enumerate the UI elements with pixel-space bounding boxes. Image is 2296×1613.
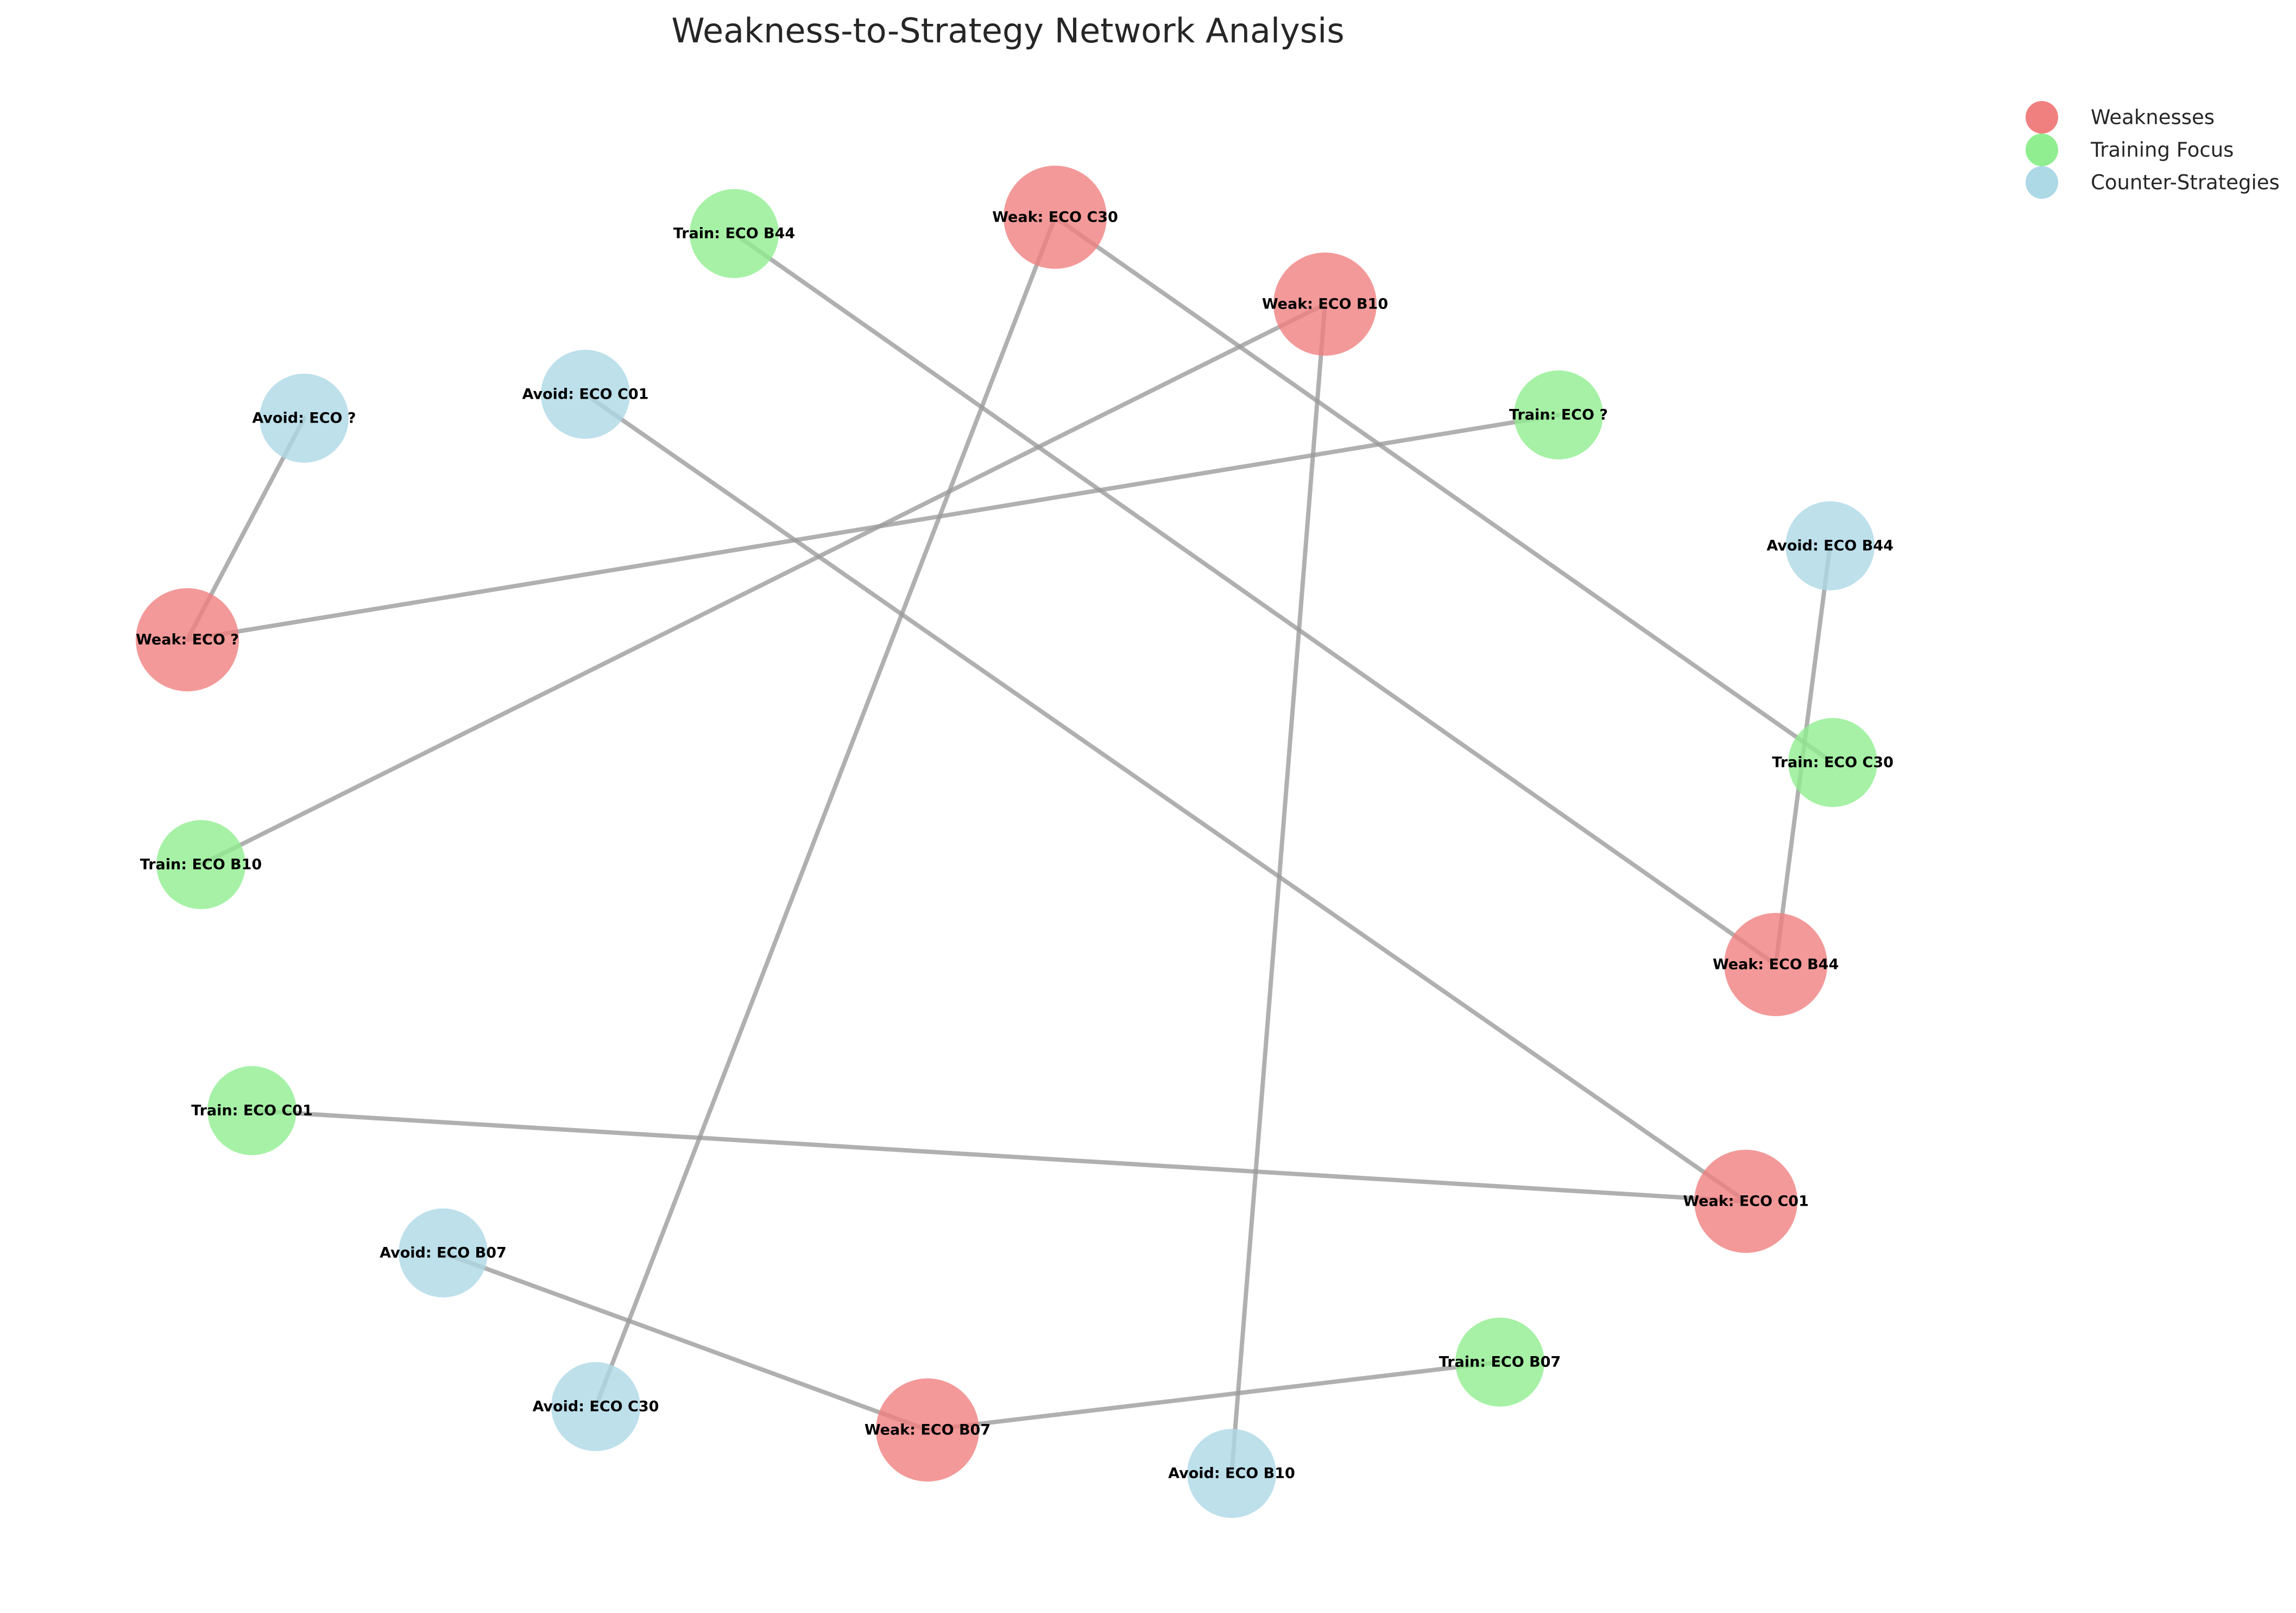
node-circle-weak-b44 [1724,913,1827,1016]
edge-weak-c01-to-train-c01 [250,1108,1748,1204]
legend-marker-weakness [2026,101,2058,134]
node-label-weak-c30: Weak: ECO C30 [992,209,1118,226]
node-circle-weak-q [136,588,239,691]
node-circle-train-q [1514,370,1603,459]
node-avoid-c30: Avoid: ECO C30 [533,1362,659,1451]
node-train-b44: Train: ECO B44 [673,189,795,278]
node-label-train-b10: Train: ECO B10 [140,856,262,873]
node-train-c01: Train: ECO C01 [191,1066,313,1155]
node-label-avoid-q: Avoid: ECO ? [252,410,356,427]
node-circle-avoid-b44 [1786,501,1875,590]
node-weak-c01: Weak: ECO C01 [1683,1150,1809,1253]
edge-weak-c01-to-avoid-c01 [583,392,1748,1204]
edge-weak-b10-to-avoid-b10 [1229,302,1327,1476]
node-weak-b07: Weak: ECO B07 [865,1378,991,1482]
node-circle-avoid-c30 [551,1362,640,1451]
node-avoid-b44: Avoid: ECO B44 [1767,501,1894,590]
legend-item-weakness: Weaknesses [2026,101,2215,134]
node-circle-weak-c30 [1004,166,1107,269]
node-circle-weak-b10 [1273,253,1377,356]
legend-item-counter: Counter-Strategies [2026,166,2280,199]
node-weak-c30: Weak: ECO C30 [992,166,1118,269]
node-circle-train-b44 [690,189,779,278]
node-label-train-c01: Train: ECO C01 [191,1102,313,1119]
node-avoid-b10: Avoid: ECO B10 [1168,1429,1295,1518]
edge-weak-c30-to-avoid-c30 [594,215,1057,1409]
node-train-c30: Train: ECO C30 [1772,718,1894,807]
node-weak-q: Weak: ECO ? [136,588,239,691]
node-label-avoid-c01: Avoid: ECO C01 [522,386,649,403]
chart-title: Weakness-to-Strategy Network Analysis [671,11,1344,51]
node-avoid-q: Avoid: ECO ? [252,374,356,463]
legend-label-training: Training Focus [2090,138,2234,162]
node-circle-train-c30 [1788,718,1877,807]
node-circle-train-b07 [1455,1318,1544,1407]
node-label-train-b07: Train: ECO B07 [1439,1354,1561,1371]
node-avoid-b07: Avoid: ECO B07 [380,1208,507,1297]
node-train-q: Train: ECO ? [1509,370,1608,459]
edge-weak-b44-to-train-b44 [732,231,1778,967]
node-label-train-c30: Train: ECO C30 [1772,754,1894,771]
node-label-avoid-b07: Avoid: ECO B07 [380,1245,507,1262]
node-label-avoid-b44: Avoid: ECO B44 [1767,538,1894,555]
legend: Weaknesses Training Focus Counter-Strategi… [2026,101,2280,199]
node-circle-weak-c01 [1694,1150,1797,1253]
nodes-layer: Weak: ECO C30 Weak: ECO B10 Weak: ECO ? Wea… [136,166,1894,1518]
edge-weak-b07-to-train-b07 [925,1360,1502,1432]
node-label-train-q: Train: ECO ? [1509,407,1608,424]
node-circle-train-b10 [156,820,245,909]
node-weak-b44: Weak: ECO B44 [1713,913,1839,1016]
node-label-weak-b10: Weak: ECO B10 [1262,296,1388,313]
node-circle-avoid-b10 [1187,1429,1276,1518]
node-circle-avoid-b07 [399,1208,488,1297]
edge-weak-c30-to-train-c30 [1053,215,1835,765]
node-weak-b10: Weak: ECO B10 [1262,253,1388,356]
legend-label-counter: Counter-Strategies [2091,171,2280,194]
node-circle-train-c01 [207,1066,297,1155]
legend-item-training: Training Focus [2026,134,2234,166]
node-label-weak-c01: Weak: ECO C01 [1683,1193,1809,1210]
node-circle-avoid-c01 [541,350,630,439]
legend-marker-counter [2026,166,2058,199]
node-train-b10: Train: ECO B10 [140,820,262,909]
node-label-weak-b44: Weak: ECO B44 [1713,956,1839,973]
legend-marker-training [2026,134,2058,166]
node-label-avoid-b10: Avoid: ECO B10 [1168,1465,1295,1482]
node-label-weak-b07: Weak: ECO B07 [865,1422,991,1439]
node-avoid-c01: Avoid: ECO C01 [522,350,649,439]
edge-weak-b07-to-avoid-b07 [441,1251,930,1432]
node-train-b07: Train: ECO B07 [1439,1318,1561,1407]
node-label-train-b44: Train: ECO B44 [673,225,795,242]
node-label-avoid-c30: Avoid: ECO C30 [533,1398,659,1415]
legend-label-weakness: Weaknesses [2091,106,2215,129]
node-circle-avoid-q [260,374,349,463]
node-label-weak-q: Weak: ECO ? [136,632,239,648]
node-circle-weak-b07 [876,1378,979,1482]
edge-weak-b10-to-train-b10 [199,302,1327,867]
edges-layer [185,215,1835,1476]
